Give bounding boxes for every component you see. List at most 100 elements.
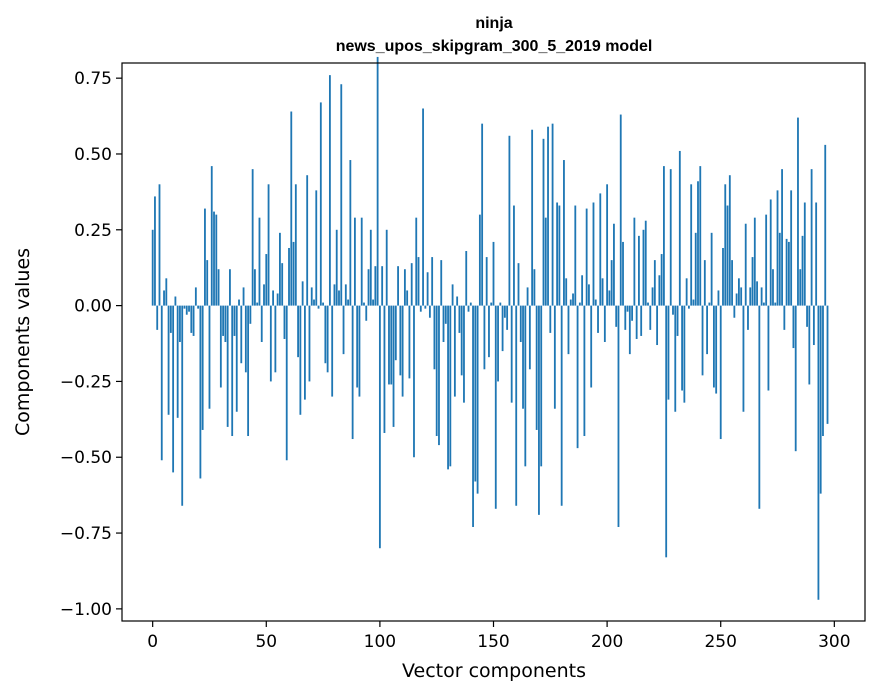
bar	[794, 305, 797, 452]
chart-title: ninja	[475, 15, 512, 32]
bar	[378, 305, 381, 549]
bar	[451, 284, 454, 306]
bar	[353, 217, 356, 306]
bar	[590, 305, 593, 388]
bar	[728, 175, 731, 306]
bar	[304, 305, 306, 400]
bar	[663, 166, 665, 306]
bar	[240, 305, 243, 364]
bar	[613, 223, 615, 306]
bar	[610, 260, 613, 306]
bar	[497, 305, 499, 382]
y-axis-label: Components values	[12, 248, 34, 436]
x-axis-label: Vector components	[402, 660, 586, 682]
bar	[369, 229, 372, 306]
bar	[313, 299, 315, 306]
chart-subtitle: news_upos_skipgram_300_5_2019 model	[336, 38, 653, 55]
bar	[194, 287, 197, 306]
bar	[647, 302, 649, 306]
bar	[206, 260, 209, 306]
bar	[415, 217, 418, 306]
bar	[428, 305, 431, 318]
bar	[347, 299, 349, 306]
bar	[256, 302, 259, 306]
bar	[756, 281, 758, 306]
bar	[513, 205, 515, 306]
bar	[503, 305, 506, 318]
bar	[222, 305, 225, 336]
bar	[292, 241, 295, 306]
bar	[201, 305, 204, 430]
bar	[267, 184, 270, 306]
bar	[717, 290, 720, 306]
bar	[176, 305, 179, 418]
bar	[392, 305, 395, 427]
bar	[649, 305, 652, 330]
bar	[444, 305, 447, 324]
bar	[508, 135, 511, 306]
bar	[517, 263, 520, 306]
bar	[626, 305, 629, 312]
bar	[676, 305, 679, 336]
bar	[204, 208, 206, 306]
bar-series	[151, 56, 829, 600]
bar	[269, 305, 272, 382]
bar	[192, 305, 195, 336]
bar	[685, 278, 688, 306]
bar	[310, 287, 313, 306]
bar	[597, 305, 599, 333]
y-tick-label: 0.75	[74, 69, 112, 89]
bar	[560, 305, 563, 506]
bar	[340, 84, 343, 306]
bar	[374, 266, 377, 306]
bar	[638, 235, 640, 306]
bar	[242, 287, 245, 306]
bar	[210, 166, 213, 306]
bar	[810, 169, 813, 306]
bar	[185, 305, 188, 315]
bar	[715, 305, 718, 394]
bar	[258, 217, 261, 306]
x-tick-label: 250	[704, 632, 736, 652]
bar	[283, 305, 286, 339]
bar	[183, 305, 186, 309]
bar	[742, 305, 745, 412]
bar	[249, 305, 252, 324]
bar	[806, 305, 808, 327]
bar	[778, 232, 781, 306]
bar	[399, 305, 402, 376]
bar	[215, 214, 218, 306]
bar	[656, 305, 659, 346]
bar	[603, 305, 606, 342]
bar	[692, 299, 695, 306]
bar	[233, 305, 236, 336]
bar	[824, 144, 827, 306]
bar	[558, 205, 561, 306]
bar	[365, 305, 368, 321]
bar	[465, 251, 468, 306]
bar	[158, 184, 161, 306]
bar	[217, 269, 220, 306]
bar	[815, 202, 818, 306]
bar	[419, 305, 422, 312]
bar	[281, 263, 284, 306]
bar	[731, 260, 733, 306]
bar	[306, 175, 309, 306]
bar	[710, 232, 713, 306]
bar	[474, 305, 477, 482]
bar	[751, 257, 754, 306]
bar	[797, 117, 799, 306]
bar	[533, 269, 536, 306]
bar	[690, 184, 693, 306]
plot-frame	[121, 62, 866, 622]
bar	[787, 241, 790, 306]
bar	[442, 305, 445, 342]
bar	[342, 305, 345, 355]
bar	[265, 254, 268, 306]
bar	[528, 305, 531, 370]
bar	[467, 305, 470, 312]
x-tick-label: 0	[147, 632, 158, 652]
bar	[812, 305, 815, 346]
bar	[588, 284, 590, 306]
bar	[397, 266, 399, 306]
